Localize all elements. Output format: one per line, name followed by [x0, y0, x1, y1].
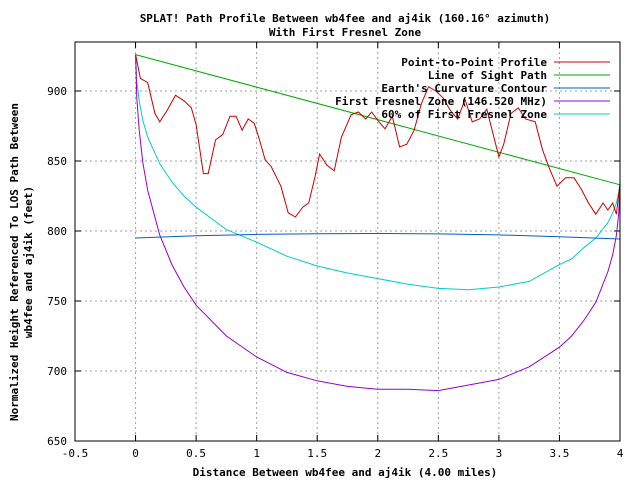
series-line-0 — [135, 54, 621, 218]
chart-subtitle: With First Fresnel Zone — [269, 26, 422, 39]
y-tick-label: 800 — [47, 225, 67, 238]
x-tick-label: 2 — [374, 447, 381, 460]
x-tick-label: 4 — [617, 447, 624, 460]
y-tick-label: 850 — [47, 155, 67, 168]
y-axis-label-line1: Normalized Height Referenced To LOS Path… — [8, 103, 21, 421]
legend-label-2: Earth's Curvature Contour — [381, 82, 547, 95]
plot-frame — [74, 41, 621, 442]
y-tick-label: 650 — [47, 435, 67, 448]
x-tick-label: 2.5 — [428, 447, 448, 460]
axis-ticks: -0.5 0 0.5 1 1.5 2 2.5 3 3.5 4 650 700 750 800 850 900 — [47, 42, 624, 460]
series-line-4 — [135, 54, 621, 291]
y-axis-label-line2: wb4fee and aj4ik (feet) — [22, 186, 35, 338]
x-tick-label: 1.5 — [307, 447, 327, 460]
x-tick-label: 0 — [132, 447, 139, 460]
legend-label-4: 60% of First Fresnel Zone — [381, 108, 547, 121]
x-tick-label: 1 — [253, 447, 260, 460]
series-line-3 — [135, 54, 621, 392]
y-tick-label: 700 — [47, 365, 67, 378]
x-tick-label: -0.5 — [62, 447, 89, 460]
series-line-2 — [135, 232, 621, 240]
legend-label-0: Point-to-Point Profile — [401, 56, 547, 69]
y-tick-label: 900 — [47, 85, 67, 98]
chart-title: SPLAT! Path Profile Between wb4fee and a… — [140, 12, 551, 25]
y-tick-label: 750 — [47, 295, 67, 308]
plot-series — [135, 54, 621, 392]
grid-lines — [75, 42, 620, 441]
legend-label-3: First Fresnel Zone (146.520 MHz) — [335, 95, 547, 108]
x-tick-label: 3.5 — [550, 447, 570, 460]
x-tick-label: 0.5 — [186, 447, 206, 460]
x-tick-label: 3 — [496, 447, 503, 460]
legend-label-1: Line of Sight Path — [428, 69, 547, 82]
x-axis-label: Distance Between wb4fee and aj4ik (4.00 … — [193, 466, 498, 479]
